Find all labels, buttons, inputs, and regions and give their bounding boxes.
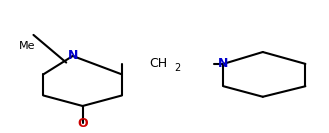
Text: Me: Me — [19, 41, 35, 51]
Text: CH: CH — [150, 57, 168, 70]
Text: O: O — [77, 117, 88, 130]
Text: 2: 2 — [174, 63, 181, 73]
Text: N: N — [67, 49, 78, 63]
Text: N: N — [218, 57, 229, 70]
